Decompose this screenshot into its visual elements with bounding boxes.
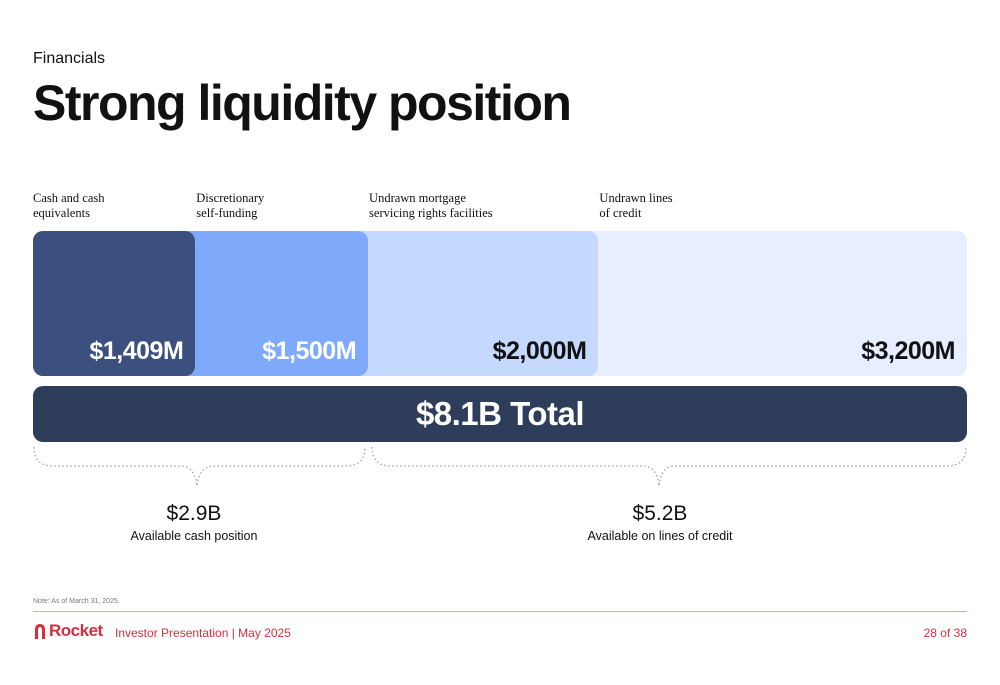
logo-text: Rocket [49, 621, 103, 640]
summary-credit-desc: Available on lines of credit [587, 529, 733, 543]
summary-cash-desc: Available cash position [130, 529, 258, 543]
rocket-mark-icon [35, 624, 45, 639]
brace-credit [371, 446, 967, 487]
summary-credit: $5.2B Available on lines of credit [545, 502, 775, 543]
page-title: Strong liquidity position [33, 75, 572, 131]
bar-cash: $1,409M [33, 231, 196, 376]
bar-value-cash: $1,409M [89, 337, 184, 365]
summary-credit-value: $5.2B [632, 502, 688, 525]
segment-label-self-funding: Discretionary self-funding [196, 191, 265, 220]
total-bar: $8.1B Total [33, 386, 967, 442]
rocket-logo: Rocket [33, 621, 103, 641]
footnote: Note: As of March 31, 2025. [33, 598, 120, 605]
segment-label-cash: Cash and cash equivalents [33, 191, 105, 220]
summary-cash-value: $2.9B [166, 502, 222, 525]
segment-label-msr-facilities: Undrawn mortgage servicing rights facili… [369, 191, 493, 220]
bar-value-self-funding: $1,500M [262, 337, 357, 365]
footer-presentation: Investor Presentation | May 2025 [115, 626, 291, 640]
bar-value-msr-facilities: $2,000M [492, 337, 587, 365]
brace-cash [33, 446, 366, 487]
kicker: Financials [33, 50, 106, 67]
summary-cash: $2.9B Available cash position [94, 502, 294, 543]
segment-label-lines-of-credit: Undrawn lines of credit [599, 191, 673, 220]
footer-divider [33, 611, 967, 612]
page-number: 28 of 38 [923, 626, 967, 640]
bar-value-lines-of-credit: $3,200M [861, 337, 955, 365]
